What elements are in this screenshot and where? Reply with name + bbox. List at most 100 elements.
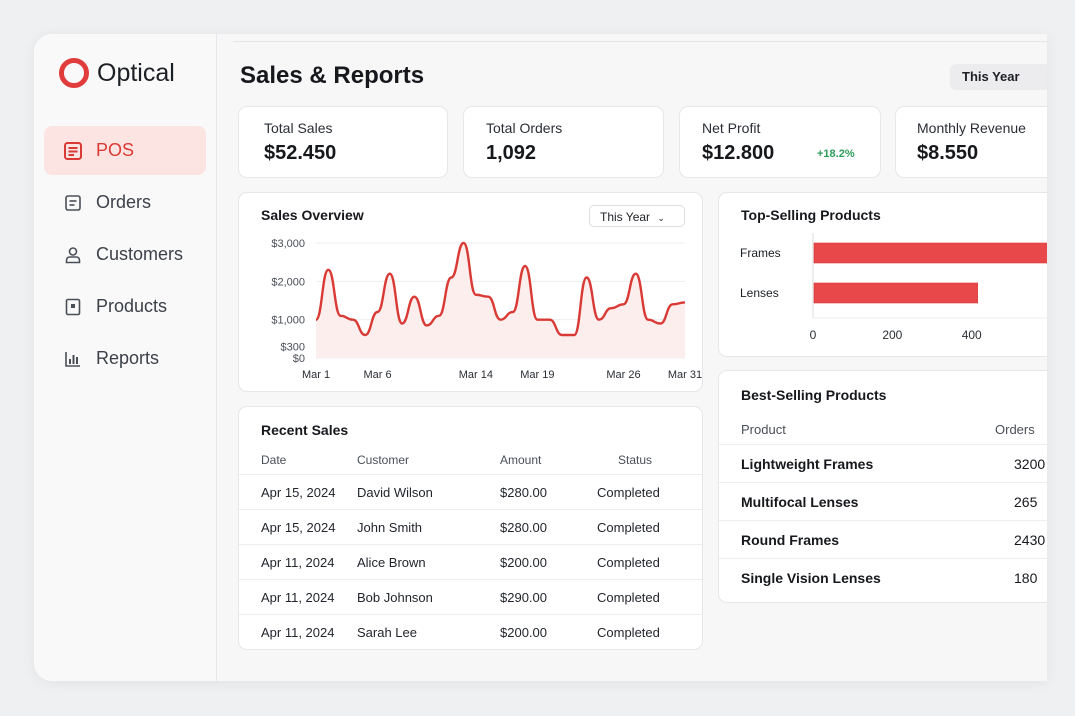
y-tick-label: $0 [293,353,305,365]
kpi-label: Monthly Revenue [917,120,1026,136]
customer-cell: Sarah Lee [357,625,417,640]
divider [233,41,1047,42]
data-point [401,322,403,324]
y-tick-label: $1,000 [271,315,305,327]
sales-overview-card: Sales Overview This Year ⌄ $3,000 $2,000 $… [238,192,703,392]
period-selector[interactable]: This Year [950,64,1047,90]
x-tick-label: Mar 26 [606,369,640,381]
amount-cell: $290.00 [500,590,547,605]
list-item[interactable]: Single Vision Lenses 180 [719,558,1047,596]
data-point [376,311,378,313]
status-cell: Completed [597,590,660,605]
amount-cell: $280.00 [500,520,547,535]
sidebar-item-reports[interactable]: Reports [44,334,206,383]
kpi-card-total-orders: Total Orders 1,092 [463,106,664,178]
x-tick-label: 62 [1046,328,1047,342]
list-item[interactable]: Round Frames 2430 [719,520,1047,558]
period-dropdown-label: This Year [600,210,651,224]
x-tick-label: Mar 14 [459,369,493,381]
user-icon [62,244,84,266]
brand[interactable]: Optical [59,58,175,88]
sidebar-item-customers[interactable]: Customers [44,230,206,279]
table-row[interactable]: Apr 11, 2024 Sarah Lee $200.00 Completed [239,614,702,649]
date-cell: Apr 15, 2024 [261,485,336,500]
data-point [364,334,366,336]
list-item[interactable]: Multifocal Lenses 265 [719,482,1047,520]
kpi-value: 1,092 [486,142,537,164]
trend-badge: +18.2% [817,148,855,160]
status-cell: Completed [597,520,660,535]
data-point [647,318,649,320]
product-name: Multifocal Lenses [741,494,859,510]
kpi-label: Total Orders [486,120,563,136]
top-selling-card: Top-Selling Products Frames Lenses 0 200 400… [718,192,1047,357]
status-cell: Completed [597,485,660,500]
date-cell: Apr 11, 2024 [261,555,335,570]
data-point [585,276,587,278]
x-tick-label: Mar 1 [302,369,330,381]
status-cell: Completed [597,625,660,640]
data-point [573,334,575,336]
x-tick-label: 0 [810,328,817,342]
table-row[interactable]: Apr 15, 2024 John Smith $280.00 Complete… [239,509,702,544]
card-title: Recent Sales [261,422,349,438]
data-point [389,272,391,274]
sidebar-item-label: Customers [96,244,184,264]
column-header: Product [741,422,786,437]
customer-cell: Bob Johnson [357,590,433,605]
data-point [549,318,551,320]
sidebar-item-orders[interactable]: Orders [44,178,206,227]
logo-icon [59,58,89,88]
x-tick-label: 200 [882,328,902,342]
date-cell: Apr 11, 2024 [261,590,335,605]
data-point [672,303,674,305]
sidebar-item-pos[interactable]: POS [44,126,206,175]
product-name: Lightweight Frames [741,456,874,472]
period-dropdown[interactable]: This Year ⌄ [589,205,685,227]
sidebar-item-products[interactable]: Products [44,282,206,331]
kpi-value: $12.800 [702,142,775,164]
orders-count: 265 [1014,494,1038,510]
data-point [512,311,514,313]
column-header: Date [261,453,287,467]
kpi-label: Net Profit [702,120,761,136]
sidebar-item-label: Products [96,296,168,316]
table-row[interactable]: Apr 11, 2024 Bob Johnson $290.00 Complet… [239,579,702,614]
amount-cell: $200.00 [500,625,547,640]
table-row[interactable]: Apr 11, 2024 Alice Brown $200.00 Complet… [239,544,702,579]
kpi-value: $8.550 [917,142,979,164]
data-point [462,242,464,244]
best-selling-card: Best-Selling Products Product Orders Lig… [718,370,1047,603]
customer-cell: David Wilson [357,485,433,500]
data-point [499,318,501,320]
sidebar-nav: POS Orders Customers Products [44,126,206,386]
x-tick-label: Mar 31 [668,369,702,381]
status-cell: Completed [597,555,660,570]
area-fill [316,243,685,358]
column-header: Orders [995,422,1035,437]
card-title: Sales Overview [261,207,364,223]
data-point [487,295,489,297]
orders-count: 3200 [1014,456,1046,472]
y-tick-label: $300 [281,342,305,354]
bar [813,242,1047,264]
series-line [314,241,686,337]
card-title: Top-Selling Products [741,207,881,223]
kpi-card-total-sales: Total Sales $52.450 [238,106,448,178]
data-point [610,307,612,309]
customer-cell: John Smith [357,520,423,535]
column-header: Customer [357,453,410,467]
column-header: Amount [500,453,542,467]
x-tick-label: 400 [962,328,982,342]
table-row[interactable]: Apr 15, 2024 David Wilson $280.00 Comple… [239,474,702,509]
data-point [659,322,661,324]
box-icon [62,296,84,318]
product-name: Round Frames [741,532,840,548]
y-tick-label: $2,000 [271,276,305,288]
list-item[interactable]: Lightweight Frames 3200 [719,444,1047,482]
data-point [450,276,452,278]
app-window: Optical POS Orders Customers [34,34,1047,681]
data-point [622,303,624,305]
sidebar-item-label: Orders [96,192,152,212]
x-tick-label: Mar 6 [363,369,391,381]
